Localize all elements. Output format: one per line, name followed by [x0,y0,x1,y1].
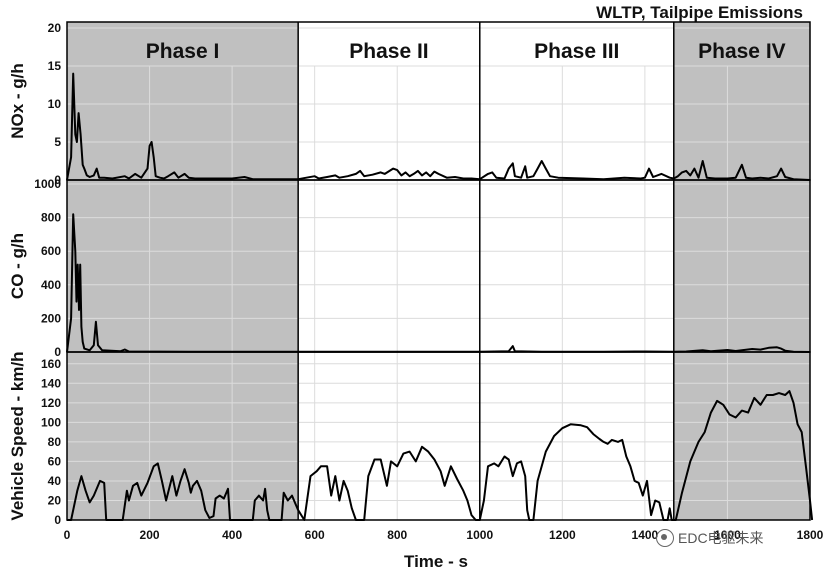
y-tick-label-nox: 10 [48,97,62,111]
x-tick-label: 1200 [549,528,576,542]
x-tick-label: 1800 [797,528,824,542]
y-tick-label-speed: 40 [48,474,62,488]
y-tick-label-speed: 0 [54,513,61,527]
y-tick-label-co: 800 [41,211,61,225]
phase-shade-1 [67,22,299,520]
x-tick-label: 0 [64,528,71,542]
phase-shade-4 [673,22,810,520]
x-axis-label: Time - s [404,552,468,571]
y-tick-label-nox: 5 [54,135,61,149]
phase-label: Phase I [146,40,220,63]
x-tick-label: 800 [387,528,407,542]
phase-label: Phase III [534,40,619,63]
x-tick-label: 1600 [714,528,741,542]
x-tick-label: 400 [222,528,242,542]
y-tick-labels: 0510152002004006008001000020406080100120… [34,21,61,527]
y-axis-label-speed: Vehicle Speed - km/h [8,351,27,521]
x-tick-label: 200 [140,528,160,542]
y-tick-label-co: 400 [41,278,61,292]
phase-shading [67,22,810,520]
y-tick-label-speed: 100 [41,415,61,429]
y-tick-label-co: 200 [41,311,61,325]
x-tick-label: 1400 [632,528,659,542]
x-tick-label: 1000 [466,528,493,542]
y-tick-label-speed: 160 [41,357,61,371]
y-tick-label-nox: 15 [48,59,62,73]
x-tick-label: 600 [305,528,325,542]
series-line-nox [66,72,811,181]
y-tick-label-co: 1000 [34,177,61,191]
phase-labels: Phase II Phase III Phase IV Phase I [146,40,786,63]
y-tick-label-speed: 60 [48,454,62,468]
phase-label: Phase II [349,40,428,63]
y-tick-label-nox: 20 [48,21,62,35]
x-tick-labels: 0 200 400 600 800 1000 1200 1400 1600 1800 [64,528,824,542]
watermark: EDC电驱未来 [656,528,764,548]
y-tick-label-co: 0 [54,345,61,359]
chart-title: WLTP, Tailpipe Emissions [596,3,803,22]
panel-frames [66,21,811,521]
panel-frame-speed [66,351,811,521]
wechat-icon [656,529,674,547]
y-tick-label-nox: 0 [54,173,61,187]
watermark-text: EDC电驱未来 [678,530,764,546]
phase-label: Phase IV [698,40,786,63]
y-tick-label-speed: 120 [41,396,61,410]
y-tick-label-speed: 80 [48,435,62,449]
y-tick-label-speed: 140 [41,376,61,390]
y-tick-label-co: 600 [41,244,61,258]
y-tick-label-speed: 20 [48,493,62,507]
